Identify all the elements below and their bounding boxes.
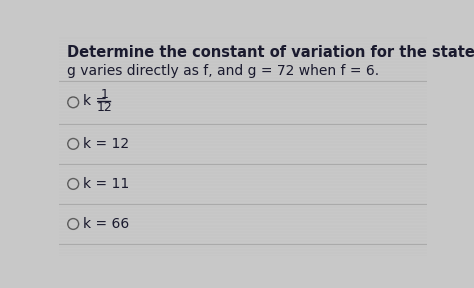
Text: 1: 1 [100, 88, 108, 101]
Text: k = 66: k = 66 [83, 217, 129, 231]
Text: k = 11: k = 11 [83, 177, 129, 191]
Text: k =: k = [83, 94, 112, 108]
Text: 12: 12 [96, 101, 112, 114]
Text: Determine the constant of variation for the stated condition.: Determine the constant of variation for … [67, 45, 474, 60]
Text: k = 12: k = 12 [83, 137, 129, 151]
Text: g varies directly as f, and g = 72 when f = 6.: g varies directly as f, and g = 72 when … [67, 64, 379, 78]
